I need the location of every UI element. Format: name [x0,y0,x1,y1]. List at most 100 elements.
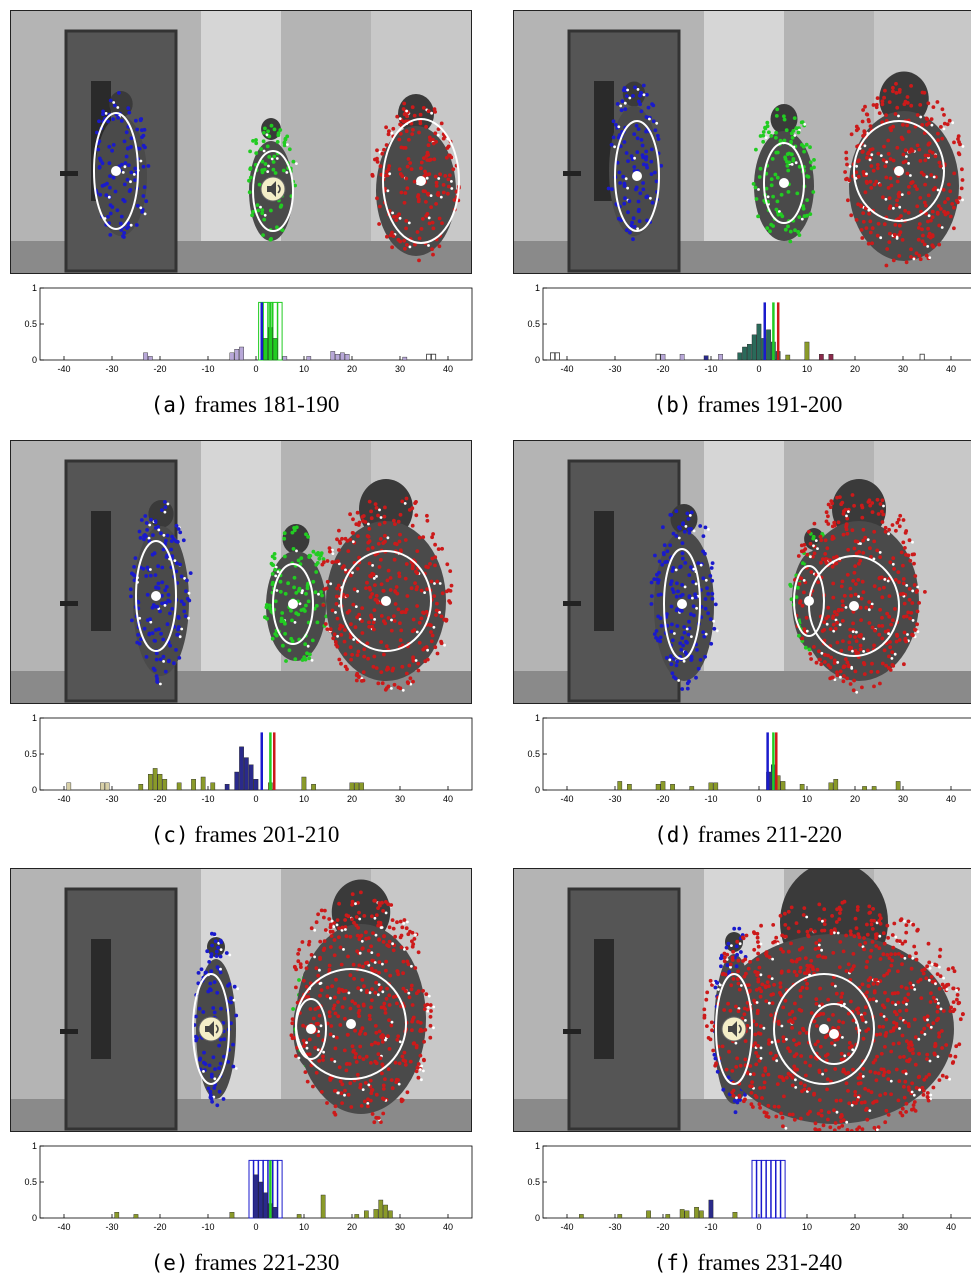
feature-point [160,580,165,585]
feature-point [631,216,636,221]
x-tick-label: 30 [898,794,908,804]
feature-point [175,540,180,544]
feature-point [370,592,374,596]
feature-point [868,179,873,184]
feature-point [771,1056,776,1061]
feature-point [801,913,806,917]
histogram-bar [756,1159,762,1219]
feature-point [900,954,904,959]
feature-point [913,574,918,578]
feature-point [925,175,929,179]
feature-point [335,586,339,591]
feature-point [386,536,390,540]
feature-point [855,630,858,634]
feature-point [909,84,913,88]
feature-point [888,176,893,181]
feature-point [346,1092,351,1097]
feature-point [878,934,882,938]
feature-point [698,524,703,528]
feature-point [656,580,660,585]
feature-point [799,543,804,548]
feature-point [770,1040,774,1044]
feature-point [440,591,445,596]
feature-point [835,495,839,500]
feature-point [841,949,846,954]
feature-point [355,671,360,676]
feature-point [384,125,388,130]
feature-point [877,632,882,637]
feature-point [376,906,380,910]
feature-point [379,640,384,644]
feature-point [343,628,347,632]
feature-point [145,565,150,570]
feature-point [774,114,779,118]
feature-point [931,1085,936,1090]
feature-point [382,652,386,657]
scene-photo [513,868,971,1132]
feature-point [844,156,849,161]
feature-point [352,587,357,592]
feature-point [416,1062,421,1066]
feature-point [887,206,892,211]
feature-point [357,612,361,617]
feature-point [174,523,179,528]
feature-point [356,589,359,593]
feature-point [905,123,909,128]
feature-point [800,603,805,608]
feature-point [395,591,400,596]
feature-point [855,1007,859,1012]
feature-point [636,227,639,231]
feature-point [624,228,629,233]
feature-point [918,1088,921,1092]
feature-point [177,656,182,660]
feature-point [845,531,850,536]
feature-point [839,584,844,589]
feature-point [875,96,880,100]
feature-point [111,175,116,180]
feature-point [104,193,109,198]
feature-point [831,595,836,600]
feature-point [340,1101,344,1105]
feature-point [669,629,674,634]
feature-point [424,154,429,158]
x-tick-label: -20 [656,364,669,374]
feature-point [865,990,869,995]
tracking-ellipse [763,142,805,224]
feature-point [936,138,940,143]
feature-point [254,138,258,142]
y-tick-label: 1 [32,283,37,293]
feature-point [632,224,637,229]
feature-point [882,585,886,590]
feature-point [685,686,690,691]
feature-point [218,954,223,959]
door-window [594,511,614,631]
feature-point [446,191,450,196]
feature-point [675,624,680,628]
feature-point [433,542,437,547]
feature-point [141,194,146,198]
feature-point [638,191,643,196]
feature-point [763,1066,768,1070]
feature-point [357,555,361,560]
door-handle [60,601,78,606]
feature-point [421,989,425,993]
feature-point [926,153,931,158]
feature-point [771,957,774,961]
feature-point [328,549,332,554]
feature-point [270,572,275,576]
feature-point [405,594,410,598]
feature-point [408,676,413,681]
feature-point [961,1012,965,1017]
feature-point [869,948,874,953]
feature-point [805,986,809,991]
feature-point [429,579,434,584]
feature-point [425,587,429,591]
feature-point [792,1016,797,1021]
feature-point [769,1013,773,1017]
feature-point [361,678,366,683]
feature-point [779,970,784,975]
feature-point [890,991,895,996]
feature-point [660,562,665,567]
feature-point [169,547,174,552]
feature-point [813,929,817,934]
